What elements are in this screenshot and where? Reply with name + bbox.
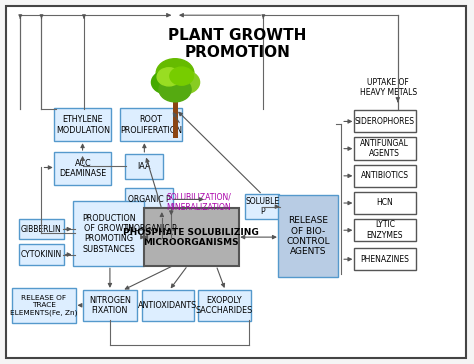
Text: IAA: IAA <box>137 162 151 171</box>
Text: ANTIBIOTICS: ANTIBIOTICS <box>361 171 409 180</box>
FancyBboxPatch shape <box>278 195 338 277</box>
Text: EXOPOLY
SACCHARIDES: EXOPOLY SACCHARIDES <box>196 296 253 315</box>
Text: RELEASE
OF BIO-
CONTROL
AGENTS: RELEASE OF BIO- CONTROL AGENTS <box>286 216 330 257</box>
FancyBboxPatch shape <box>354 248 416 270</box>
Text: PLANT GROWTH
PROMOTION: PLANT GROWTH PROMOTION <box>168 28 307 60</box>
FancyBboxPatch shape <box>354 137 416 159</box>
FancyBboxPatch shape <box>142 290 194 321</box>
Circle shape <box>170 67 193 85</box>
FancyBboxPatch shape <box>246 194 279 219</box>
Text: HCN: HCN <box>376 198 393 207</box>
FancyBboxPatch shape <box>125 217 177 239</box>
Text: ANTIFUNGAL
AGENTS: ANTIFUNGAL AGENTS <box>360 139 409 158</box>
FancyBboxPatch shape <box>354 219 416 241</box>
Text: SIDEROPHORES: SIDEROPHORES <box>355 117 415 126</box>
FancyBboxPatch shape <box>54 108 111 141</box>
Text: ANTIOXIDANTS: ANTIOXIDANTS <box>138 301 197 310</box>
Text: ETHYLENE
MODULATION: ETHYLENE MODULATION <box>56 115 110 135</box>
FancyBboxPatch shape <box>19 244 64 265</box>
FancyBboxPatch shape <box>354 110 416 132</box>
Text: UPTAKE OF
HEAVY METALS: UPTAKE OF HEAVY METALS <box>360 78 417 98</box>
Text: ACC
DEAMINASE: ACC DEAMINASE <box>59 159 107 178</box>
Text: PRODUCTION
OF GROWTH
PROMOTING
SUBSTANCES: PRODUCTION OF GROWTH PROMOTING SUBSTANCE… <box>82 214 136 254</box>
Text: CYTOKININ: CYTOKININ <box>21 250 62 259</box>
Text: SOLUBLE
P: SOLUBLE P <box>245 197 279 216</box>
Text: PHOSPHATE SOLUBILIZING
MICROORGANISMS: PHOSPHATE SOLUBILIZING MICROORGANISMS <box>123 228 259 247</box>
Text: ROOT
PROLIFERATION: ROOT PROLIFERATION <box>120 115 182 135</box>
FancyBboxPatch shape <box>54 152 111 185</box>
FancyBboxPatch shape <box>19 219 64 239</box>
FancyBboxPatch shape <box>198 290 251 321</box>
FancyBboxPatch shape <box>125 188 173 210</box>
Circle shape <box>169 71 200 94</box>
Text: RELEASE OF
TRACE
ELEMENTS(Fe, Zn): RELEASE OF TRACE ELEMENTS(Fe, Zn) <box>10 295 78 316</box>
FancyBboxPatch shape <box>144 208 239 266</box>
FancyBboxPatch shape <box>120 108 182 141</box>
Circle shape <box>156 59 194 88</box>
Text: NITROGEN
FIXATION: NITROGEN FIXATION <box>89 296 131 315</box>
FancyBboxPatch shape <box>12 288 76 323</box>
Text: SOLUBILIZATION/
MINERALIZATION: SOLUBILIZATION/ MINERALIZATION <box>166 192 231 211</box>
FancyBboxPatch shape <box>6 6 466 358</box>
FancyBboxPatch shape <box>82 290 137 321</box>
Text: PHENAZINES: PHENAZINES <box>360 254 409 264</box>
FancyBboxPatch shape <box>73 201 145 266</box>
Text: ORGANIC P: ORGANIC P <box>128 195 170 204</box>
Circle shape <box>152 71 182 94</box>
Text: INORGANIC P: INORGANIC P <box>126 224 176 233</box>
FancyBboxPatch shape <box>125 154 163 179</box>
FancyBboxPatch shape <box>354 165 416 187</box>
Polygon shape <box>173 102 178 138</box>
Circle shape <box>159 77 191 102</box>
FancyBboxPatch shape <box>354 192 416 214</box>
Text: LYTIC
ENZYMES: LYTIC ENZYMES <box>366 220 403 240</box>
Text: GIBBERLIN: GIBBERLIN <box>21 225 62 234</box>
Circle shape <box>157 68 181 86</box>
